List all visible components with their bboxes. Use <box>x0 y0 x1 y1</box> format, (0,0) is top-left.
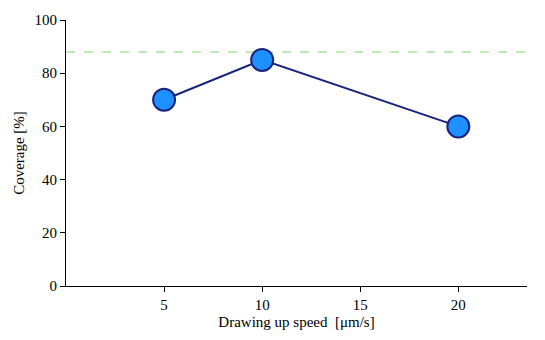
svg-text:Coverage [%]: Coverage [%] <box>11 111 27 195</box>
svg-text:10: 10 <box>255 297 270 313</box>
svg-text:20: 20 <box>451 297 466 313</box>
svg-text:0: 0 <box>50 278 58 294</box>
svg-text:15: 15 <box>353 297 368 313</box>
svg-text:40: 40 <box>42 172 57 188</box>
svg-text:80: 80 <box>42 65 57 81</box>
svg-text:100: 100 <box>35 12 58 28</box>
svg-text:20: 20 <box>42 225 57 241</box>
svg-text:60: 60 <box>42 119 57 135</box>
svg-text:5: 5 <box>160 297 168 313</box>
svg-text:Drawing up speed [μm/s]: Drawing up speed [μm/s] <box>218 314 374 330</box>
